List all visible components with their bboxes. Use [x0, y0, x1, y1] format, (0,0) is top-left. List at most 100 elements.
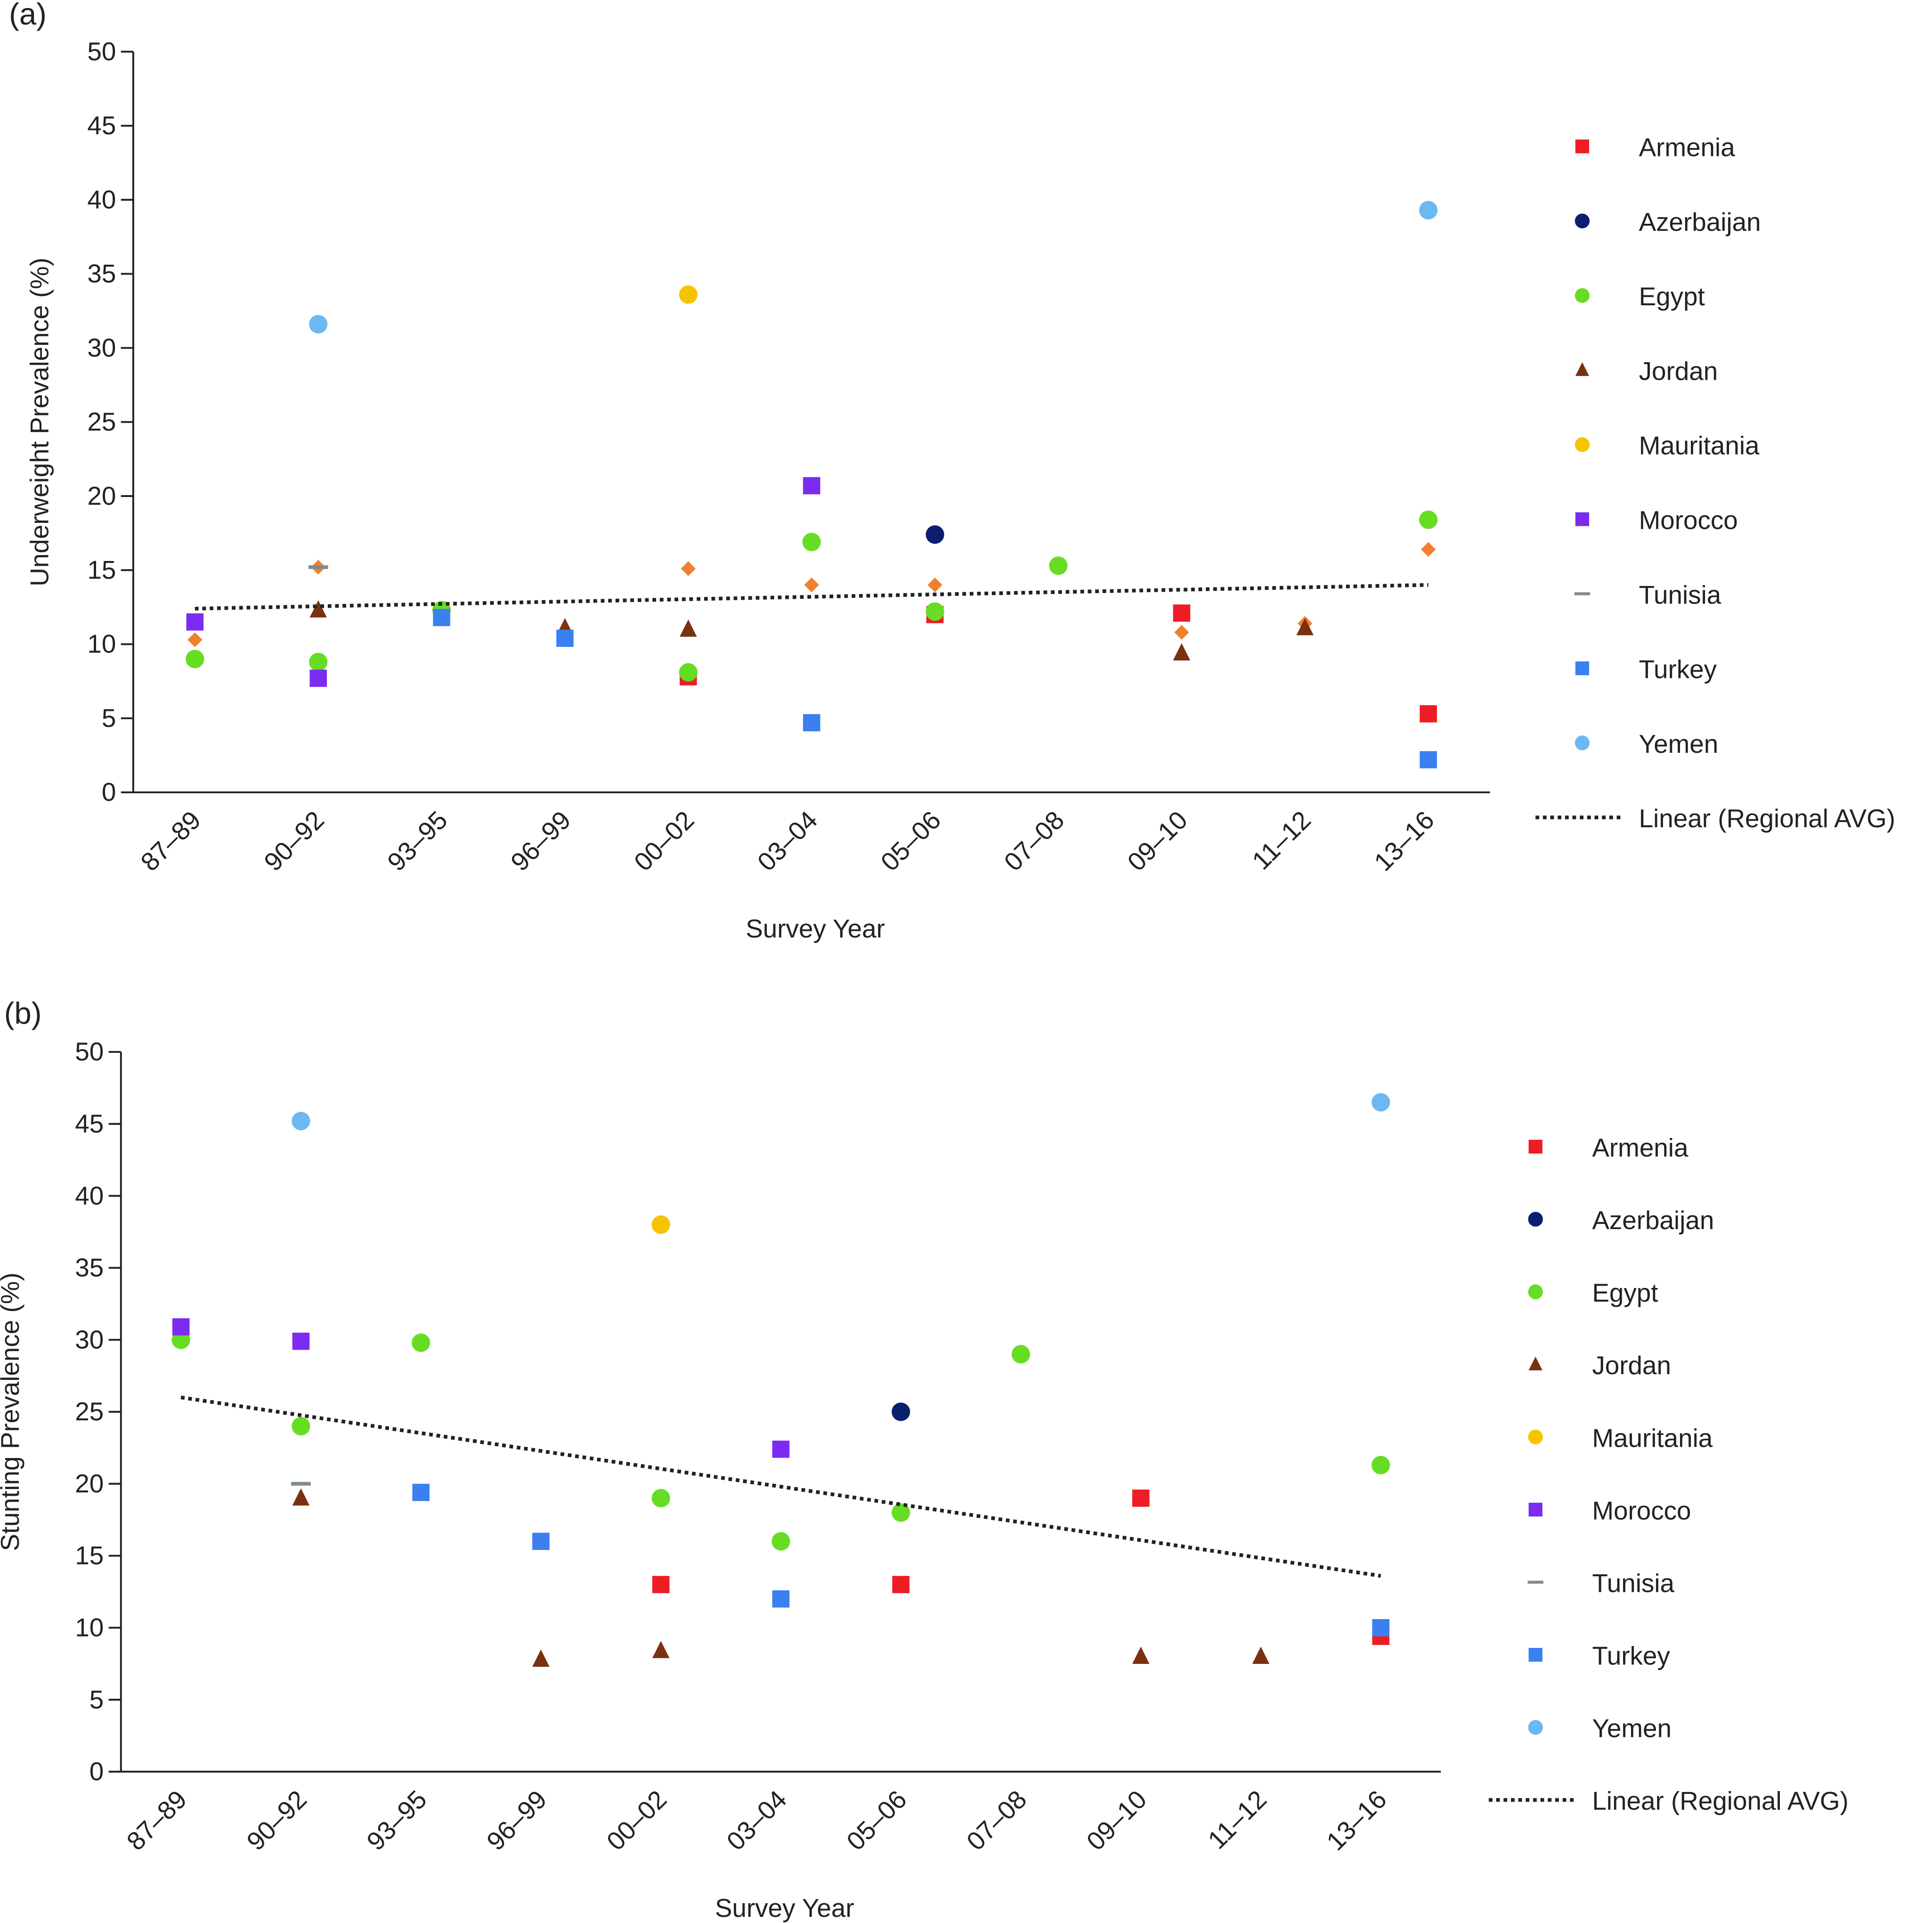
data-point: [309, 669, 327, 687]
data-point: [186, 650, 204, 668]
legend-marker: [1528, 1356, 1542, 1370]
legend-label: Tunisia: [1592, 1568, 1674, 1597]
data-point: [1420, 751, 1437, 769]
legend-marker: [1575, 661, 1590, 676]
y-tick-label: 25: [87, 407, 116, 436]
y-tick-label: 35: [87, 259, 116, 288]
y-tick-label: 30: [75, 1325, 104, 1354]
trendline: [195, 583, 1429, 611]
y-tick-label: 10: [75, 1613, 104, 1642]
x-tick-label: 05–06: [841, 1784, 912, 1856]
data-point: [291, 1482, 311, 1486]
data-point: [652, 1641, 670, 1658]
y-tick-label: 0: [102, 777, 116, 807]
data-point: [1132, 1646, 1150, 1664]
x-tick-label: 07–08: [961, 1784, 1032, 1856]
legend-label: Azerbaijan: [1592, 1206, 1714, 1235]
data-point: [679, 663, 698, 682]
data-point: [1011, 1345, 1031, 1364]
x-tick-label: 00–02: [628, 805, 700, 877]
data-point: [1173, 643, 1191, 660]
y-tick-label: 5: [102, 703, 116, 733]
x-tick-label: 03–04: [721, 1784, 792, 1856]
data-point: [309, 600, 327, 618]
legend-label: Armenia: [1592, 1133, 1688, 1162]
y-tick-label: 45: [75, 1109, 104, 1138]
y-tick-label: 35: [75, 1253, 104, 1282]
y-tick-label: 45: [87, 111, 116, 140]
legend-label: Linear (Regional AVG): [1592, 1786, 1849, 1816]
x-tick-label: 13–16: [1368, 805, 1440, 877]
data-point: [892, 1503, 910, 1522]
data-point: [309, 652, 328, 671]
x-axis-label: Survey Year: [746, 914, 885, 943]
average-point: [187, 632, 203, 647]
legend-label: Jordan: [1592, 1351, 1671, 1380]
legend-marker: [1528, 1720, 1543, 1735]
y-tick-label: 30: [87, 333, 116, 362]
legend-label: Mauritania: [1639, 431, 1760, 460]
data-point: [803, 477, 820, 495]
data-point: [1372, 1456, 1390, 1475]
legend-label: Egypt: [1592, 1278, 1658, 1307]
data-point: [433, 609, 450, 627]
legend-label: Tunisia: [1639, 580, 1721, 609]
y-tick-label: 5: [89, 1685, 104, 1714]
data-point: [652, 1576, 670, 1593]
data-point: [925, 525, 944, 544]
x-tick-label: 05–06: [875, 805, 947, 877]
panel-label: (b): [4, 996, 42, 1030]
x-tick-label: 93–95: [382, 805, 453, 877]
legend-marker: [1575, 362, 1590, 376]
legend-marker: [1575, 735, 1590, 750]
data-point: [679, 285, 698, 304]
data-point: [309, 315, 328, 334]
average-point: [927, 578, 942, 593]
x-tick-label: 96–99: [481, 1784, 552, 1856]
y-axis-label: Underweight Prevalence (%): [25, 258, 54, 587]
data-point: [651, 1215, 670, 1234]
y-tick-label: 50: [75, 1037, 104, 1066]
data-point: [556, 629, 574, 647]
data-point: [186, 613, 204, 631]
legend-marker: [1575, 512, 1590, 526]
data-point: [1049, 556, 1068, 575]
x-tick-label: 03–04: [752, 805, 823, 877]
average-point: [1421, 542, 1436, 557]
legend-label: Yemen: [1592, 1714, 1672, 1743]
legend-label: Turkey: [1639, 655, 1717, 684]
x-tick-label: 00–02: [601, 1784, 673, 1856]
y-tick-label: 20: [87, 481, 116, 510]
data-point: [1132, 1489, 1150, 1507]
panel-label: (a): [9, 0, 47, 31]
data-point: [771, 1532, 790, 1551]
legend-marker: [1575, 288, 1590, 303]
data-point: [772, 1441, 790, 1458]
x-axis-label: Survey Year: [715, 1893, 854, 1923]
legend-label: Linear (Regional AVG): [1639, 804, 1896, 833]
average-point: [1174, 625, 1189, 640]
data-point: [651, 1489, 670, 1507]
average-point: [681, 561, 696, 576]
legend-label: Morocco: [1592, 1496, 1691, 1525]
x-tick-label: 09–10: [1081, 1784, 1153, 1856]
x-tick-label: 90–92: [258, 805, 330, 877]
legend-label: Armenia: [1639, 133, 1736, 162]
data-point: [532, 1532, 550, 1550]
trendline: [180, 1395, 1381, 1578]
x-tick-label: 87–89: [135, 805, 206, 877]
legend-marker: [1575, 437, 1590, 452]
legend-marker: [1528, 1648, 1542, 1662]
legend-label: Yemen: [1639, 729, 1719, 758]
y-tick-label: 40: [87, 185, 116, 214]
legend-label: Mauritania: [1592, 1423, 1713, 1452]
y-tick-label: 50: [87, 37, 116, 66]
data-point: [802, 532, 821, 552]
x-tick-label: 96–99: [505, 805, 576, 877]
data-point: [1296, 618, 1314, 636]
legend-label: Azerbaijan: [1639, 207, 1761, 236]
data-point: [925, 602, 944, 621]
data-point: [292, 1332, 310, 1350]
